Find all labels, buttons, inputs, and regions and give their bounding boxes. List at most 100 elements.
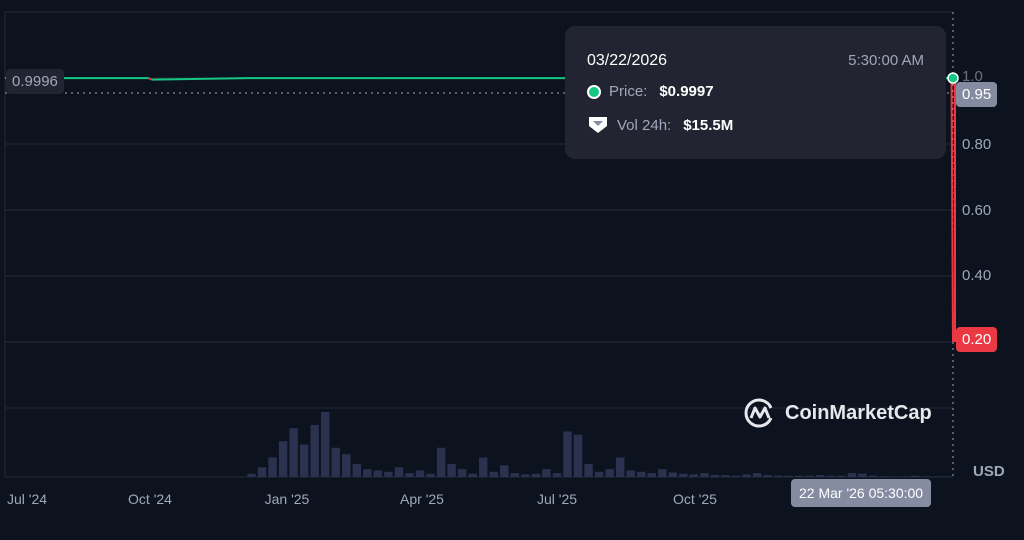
volume-bar (837, 475, 846, 477)
volume-label: Vol 24h: (617, 116, 672, 134)
volume-bar (942, 476, 951, 477)
y-tick: 0.60 (962, 202, 992, 219)
volume-bar (289, 428, 298, 477)
volume-bar (731, 475, 741, 477)
volume-bar (594, 471, 604, 477)
volume-bar (415, 470, 425, 477)
volume-bar (247, 473, 256, 477)
volume-bar (468, 473, 477, 477)
price-line-segment (151, 77, 248, 81)
price-label: Price: (609, 83, 648, 100)
volume-bar (900, 476, 909, 477)
price-line-segment (950, 78, 954, 343)
volume-bar (847, 473, 857, 477)
x-tick: Jul '24 (6, 491, 48, 507)
coinmarketcap-logo-icon (744, 398, 773, 428)
volume-shield-icon (589, 117, 607, 133)
volume-bar (510, 473, 520, 477)
volume-bar (784, 475, 793, 477)
volume-bar (700, 473, 709, 477)
low-price-badge: 0.20 (956, 327, 998, 352)
x-tick: Jan '25 (264, 491, 310, 507)
volume-bar (542, 469, 551, 477)
tooltip-date: 03/22/2026 (587, 52, 668, 69)
y-tick: 0.40 (962, 267, 992, 284)
volume-bar (384, 471, 393, 477)
volume-bar (615, 457, 625, 477)
volume-bar (278, 441, 288, 477)
y-tick: 1.0 (962, 68, 983, 85)
volume-bar (931, 476, 941, 477)
volume-bar (721, 475, 730, 477)
coinmarketcap-watermark: CoinMarketCap (743, 396, 932, 430)
volume-bar (500, 465, 509, 477)
volume-bar (752, 473, 762, 477)
volume-bar (668, 472, 678, 477)
x-tick: Apr '25 (400, 491, 444, 507)
volume-bar (584, 464, 593, 477)
x-tick: Oct '25 (673, 491, 717, 507)
volume-bar (658, 469, 667, 477)
volume-bar (479, 457, 488, 477)
volume-bar (352, 464, 362, 477)
volume-bar (489, 471, 498, 477)
volume-bar (773, 475, 783, 477)
volume-value: $15.5M (683, 116, 734, 134)
volume-bar (563, 431, 572, 477)
volume-bar (521, 474, 530, 477)
y-tick: 0.80 (962, 136, 992, 153)
volume-bar (816, 475, 825, 477)
x-tick: Jul '25 (536, 491, 578, 507)
volume-bar (447, 464, 456, 477)
volume-bar (426, 473, 435, 477)
volume-bar (331, 447, 340, 477)
price-dot-icon (587, 84, 601, 99)
price-line-segment (148, 77, 153, 81)
volume-bar (373, 470, 383, 477)
volume-bar (868, 475, 878, 477)
volume-bar (626, 470, 635, 477)
volume-bar (573, 434, 583, 477)
volume-bar (268, 457, 277, 477)
volume-bar (889, 476, 899, 477)
volume-bar (552, 473, 562, 477)
volume-bar (299, 444, 309, 477)
x-tick: Oct '24 (128, 491, 172, 507)
volume-bar (710, 475, 720, 477)
crosshair-price-badge: 0.95 (956, 82, 998, 107)
volume-bar (742, 474, 751, 477)
volume-bar (805, 475, 814, 477)
volume-bar (763, 475, 772, 477)
tooltip-price-row: Price: $0.9997 (587, 83, 714, 100)
price-value: $0.9997 (659, 83, 714, 100)
volume-bar (647, 473, 656, 477)
volume-bar (394, 467, 404, 477)
volume-bar (858, 473, 867, 477)
crosshair-time-badge: 22 Mar '26 05:30:00 (791, 479, 932, 507)
volume-bar (257, 467, 267, 477)
volume-bar (405, 473, 414, 477)
volume-bar (910, 475, 920, 477)
volume-bar (921, 476, 930, 477)
volume-bar (879, 476, 888, 477)
volume-bar (605, 469, 614, 477)
volume-bar (637, 471, 646, 477)
tooltip: 03/22/2026 5:30:00 AM Price: $0.9997 Vol… (565, 26, 946, 159)
volume-bar (679, 473, 688, 477)
volume-bar (436, 447, 446, 477)
volume-bar (310, 425, 319, 477)
crosshair-point (947, 72, 959, 84)
last-price-badge: 0.9996 (6, 69, 64, 94)
volume-bar (795, 475, 804, 477)
volume-bar (826, 475, 836, 477)
volume-bar (457, 469, 467, 477)
volume-bar (531, 473, 541, 477)
currency-unit: USD (973, 463, 1005, 480)
volume-bar (342, 454, 351, 477)
watermark-text: CoinMarketCap (785, 401, 932, 424)
volume-bar (363, 469, 372, 477)
tooltip-volume-row: Vol 24h: $15.5M (587, 115, 733, 135)
volume-bar (321, 412, 330, 477)
tooltip-time: 5:30:00 AM (848, 52, 924, 69)
volume-bar (689, 474, 699, 477)
